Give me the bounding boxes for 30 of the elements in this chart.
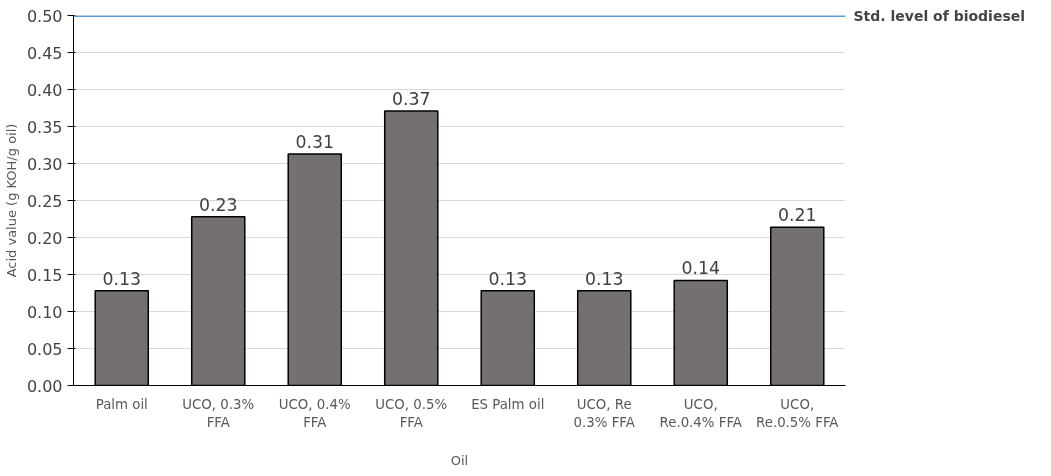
data-label: 0.37 <box>391 88 431 109</box>
data-label: 0.21 <box>777 205 817 226</box>
ref-line-label: Std. level of biodiesel <box>853 7 1026 24</box>
y-tick-label: 0.35 <box>26 117 63 137</box>
y-axis-title: Acid value (g KOH/g oil) <box>3 123 19 278</box>
x-tick-label: ES Palm oil <box>471 396 545 412</box>
data-label: 0.14 <box>681 258 721 279</box>
data-label: 0.23 <box>198 194 238 215</box>
x-tick-label: Palm oil <box>95 396 148 412</box>
y-tick-label: 0.30 <box>26 154 63 174</box>
y-tick-label: 0.40 <box>26 80 63 100</box>
y-tick-label: 0.05 <box>26 339 63 359</box>
y-tick-label: 0.15 <box>26 265 63 285</box>
y-tick-label: 0.50 <box>26 6 63 26</box>
x-tick-label: UCO, 0.3% FFA <box>182 396 255 430</box>
x-tick-label: UCO, Re.0.5% FFA <box>756 396 839 430</box>
data-label: 0.13 <box>488 268 528 289</box>
y-tick-label: 0.25 <box>26 191 63 211</box>
y-tick-label: 0.00 <box>26 376 63 396</box>
data-label: 0.13 <box>102 268 142 289</box>
x-tick-label: UCO, Re.0.4% FFA <box>659 396 742 430</box>
y-tick-label: 0.45 <box>26 43 63 63</box>
y-tick-label: 0.20 <box>26 228 63 248</box>
x-tick-label: UCO, 0.5% FFA <box>375 396 448 430</box>
x-tick-label: UCO, 0.4% FFA <box>278 396 351 430</box>
y-tick-label: 0.10 <box>26 302 63 322</box>
data-label: 0.31 <box>295 131 335 152</box>
x-axis-title: Oil <box>450 452 469 468</box>
data-label: 0.13 <box>584 268 624 289</box>
x-tick-label: UCO, Re 0.3% FFA <box>573 396 635 430</box>
